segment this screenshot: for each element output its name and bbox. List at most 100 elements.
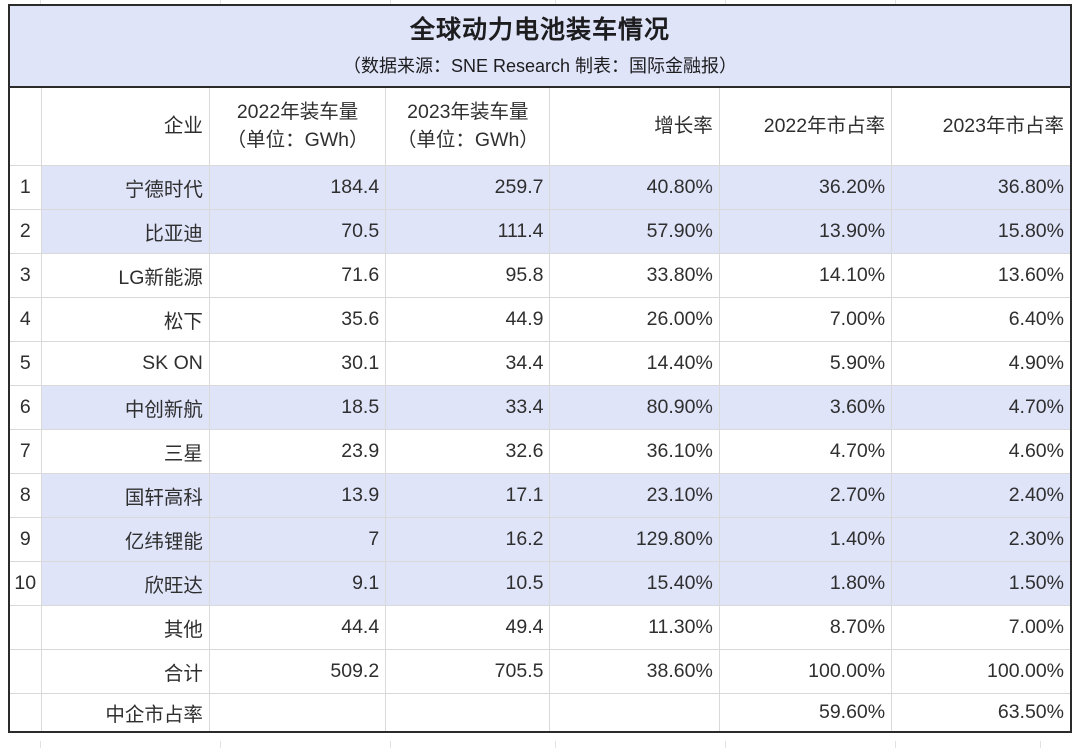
cell-growth: 33.80% — [549, 253, 720, 298]
table-row: 2 比亚迪 70.5 111.4 57.90% 13.90% 15.80% — [10, 209, 1070, 254]
gridline-stub — [725, 0, 726, 4]
cell-2023-volume: 16.2 — [385, 517, 551, 562]
cell-2023-volume: 44.9 — [385, 297, 551, 342]
header-company: 企业 — [41, 88, 210, 166]
cell-company: 国轩高科 — [41, 473, 210, 518]
cell-company: 亿纬锂能 — [41, 517, 210, 562]
header-row: 企业 2022年装车量 （单位：GWh） 2023年装车量 （单位：GWh） 增… — [10, 88, 1070, 166]
cell-2023-share: 13.60% — [891, 253, 1070, 298]
gridline-stub — [40, 0, 41, 4]
table-row: 6 中创新航 18.5 33.4 80.90% 3.60% 4.70% — [10, 385, 1070, 430]
cell-2023-volume: 33.4 — [385, 385, 551, 430]
gridline-stub — [40, 741, 41, 748]
cell-2022-volume: 13.9 — [209, 473, 387, 518]
cell-2022-share: 8.70% — [719, 605, 893, 650]
table-row: 9 亿纬锂能 7 16.2 129.80% 1.40% 2.30% — [10, 517, 1070, 562]
cell-2023-share: 4.90% — [891, 341, 1070, 386]
cell-2023-volume: 10.5 — [385, 561, 551, 606]
table-title: 全球动力电池装车情况 — [409, 15, 670, 44]
cell-2023-volume: 95.8 — [385, 253, 551, 298]
cell-2022-volume: 70.5 — [209, 209, 387, 254]
cell-rank: 3 — [10, 253, 42, 298]
cell-rank: 4 — [10, 297, 42, 342]
header-2022-volume-line1: 2022年装车量 — [236, 100, 359, 123]
cell-2023-share: 1.50% — [891, 561, 1070, 606]
cell-growth: 40.80% — [549, 165, 720, 210]
cell-2023-volume — [385, 693, 551, 731]
cell-company: 比亚迪 — [41, 209, 210, 254]
cell-company: 中创新航 — [41, 385, 210, 430]
cell-2023-volume: 705.5 — [385, 649, 551, 694]
cell-growth: 11.30% — [549, 605, 720, 650]
cell-2022-share: 100.00% — [719, 649, 893, 694]
cell-company: 中企市占率 — [41, 693, 210, 731]
cell-2022-share: 36.20% — [719, 165, 893, 210]
cell-2022-volume: 184.4 — [209, 165, 387, 210]
cell-growth: 23.10% — [549, 473, 720, 518]
cell-growth: 80.90% — [549, 385, 720, 430]
cell-2023-share: 36.80% — [891, 165, 1070, 210]
cell-2023-share: 7.00% — [891, 605, 1070, 650]
cell-rank — [10, 605, 42, 650]
cell-2023-share: 2.40% — [891, 473, 1070, 518]
data-table: 企业 2022年装车量 （单位：GWh） 2023年装车量 （单位：GWh） 增… — [10, 88, 1070, 731]
table-title-band: 全球动力电池装车情况 （数据来源：SNE Research 制表：国际金融报） — [10, 6, 1070, 88]
cell-2023-volume: 32.6 — [385, 429, 551, 474]
cell-2022-volume: 18.5 — [209, 385, 387, 430]
cell-2023-volume: 49.4 — [385, 605, 551, 650]
cell-rank — [10, 693, 42, 731]
cell-company: 其他 — [41, 605, 210, 650]
cell-2022-volume: 9.1 — [209, 561, 387, 606]
cell-2022-share: 14.10% — [719, 253, 893, 298]
gridline-stub — [220, 741, 221, 748]
cell-growth — [549, 693, 720, 731]
cell-2022-share: 5.90% — [719, 341, 893, 386]
cell-rank: 1 — [10, 165, 42, 210]
cell-rank: 8 — [10, 473, 42, 518]
header-2023-volume: 2023年装车量 （单位：GWh） — [385, 88, 551, 166]
gridline-stub — [555, 0, 556, 4]
cell-growth: 57.90% — [549, 209, 720, 254]
header-2023-share: 2023年市占率 — [891, 88, 1070, 166]
cell-growth: 15.40% — [549, 561, 720, 606]
cell-2022-share: 59.60% — [719, 693, 893, 731]
gridline-stub — [555, 741, 556, 748]
table-row-total: 合计 509.2 705.5 38.60% 100.00% 100.00% — [10, 649, 1070, 694]
cell-rank: 7 — [10, 429, 42, 474]
cell-company: 宁德时代 — [41, 165, 210, 210]
gridline-stub — [895, 0, 896, 4]
gridline-stub — [220, 0, 221, 4]
cell-2023-share: 100.00% — [891, 649, 1070, 694]
cell-2022-share: 13.90% — [719, 209, 893, 254]
table-row-china-share: 中企市占率 59.60% 63.50% — [10, 693, 1070, 731]
gridline-stub — [390, 0, 391, 4]
cell-2023-share: 63.50% — [997, 700, 1064, 723]
table-row: 10 欣旺达 9.1 10.5 15.40% 1.80% 1.50% — [10, 561, 1070, 606]
cell-rank: 10 — [10, 561, 42, 606]
cell-2022-share: 2.70% — [719, 473, 893, 518]
battery-table: 全球动力电池装车情况 （数据来源：SNE Research 制表：国际金融报） … — [8, 4, 1072, 733]
cell-growth: 129.80% — [549, 517, 720, 562]
table-row: 5 SK ON 30.1 34.4 14.40% 5.90% 4.90% — [10, 341, 1070, 386]
header-2022-volume-line2: （单位：GWh） — [226, 129, 369, 152]
gridline-stub — [895, 741, 896, 748]
cell-rank: 9 — [10, 517, 42, 562]
table-subtitle: （数据来源：SNE Research 制表：国际金融报） — [342, 55, 738, 76]
cell-2023-share: 2.30% — [891, 517, 1070, 562]
cell-2023-share: 4.60% — [891, 429, 1070, 474]
cell-company: LG新能源 — [41, 253, 210, 298]
header-2022-volume: 2022年装车量 （单位：GWh） — [209, 88, 387, 166]
cell-2022-volume: 7 — [209, 517, 387, 562]
cell-rank: 6 — [10, 385, 42, 430]
cell-2022-volume: 23.9 — [209, 429, 387, 474]
cell-2022-share: 4.70% — [719, 429, 893, 474]
header-growth: 增长率 — [549, 88, 720, 166]
cell-growth: 14.40% — [549, 341, 720, 386]
header-rank — [10, 88, 42, 166]
cell-2022-volume: 35.6 — [209, 297, 387, 342]
cell-company: 欣旺达 — [41, 561, 210, 606]
cell-2022-volume: 30.1 — [209, 341, 387, 386]
cell-2022-volume: 44.4 — [209, 605, 387, 650]
cell-2023-share: 4.70% — [891, 385, 1070, 430]
